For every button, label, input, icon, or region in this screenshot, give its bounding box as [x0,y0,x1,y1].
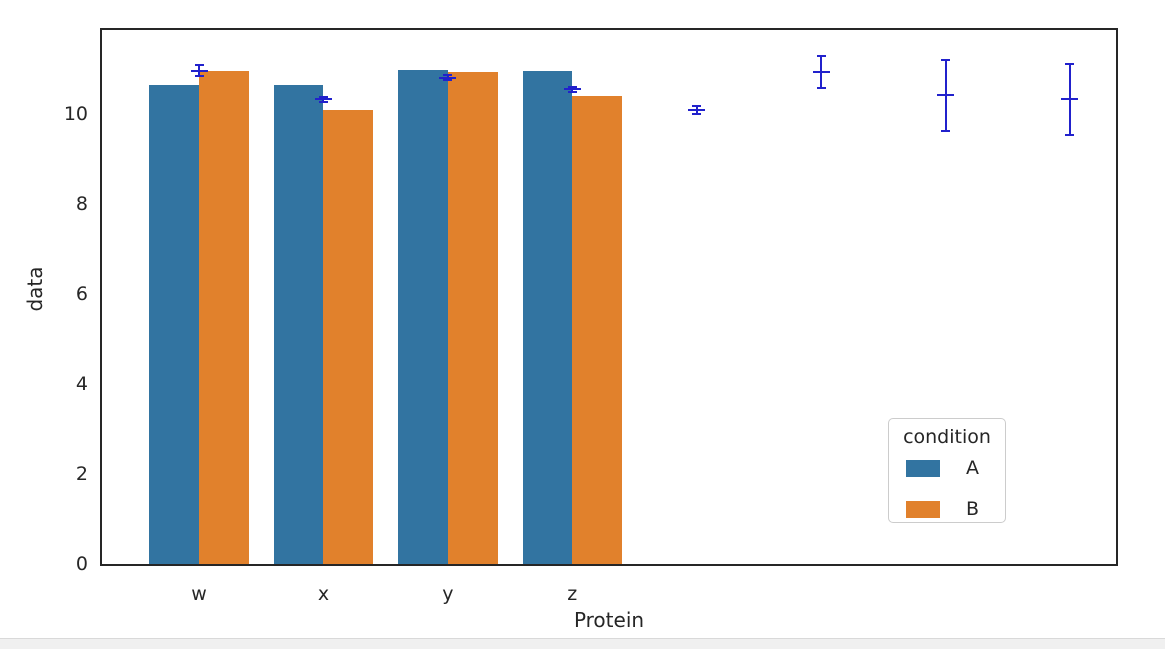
x-tick-y: y [442,583,454,605]
x-tick-w: w [191,583,207,605]
error-bar-slot-5 [812,55,830,90]
bar-w-B [199,70,249,564]
error-bar-cap-top [443,74,453,77]
error-bar-slot-6 [937,59,955,132]
y-tick-10: 10 [63,102,88,125]
y-tick-0: 0 [75,553,88,575]
error-bar-cap-top [567,85,577,88]
error-bar-cap-bottom [318,100,328,103]
y-tick-8: 8 [75,192,88,215]
legend-label-a: A [966,456,979,479]
bar-z-A [522,70,573,564]
error-bar-slot-2 [439,74,457,81]
error-bar-center-marker [190,69,208,72]
error-bar-center-marker [1061,97,1079,100]
error-bar-center-marker [563,87,581,90]
legend-entry-b: B [889,497,1005,520]
error-bar-slot-0 [190,64,208,77]
x-tick-z: z [567,583,578,605]
bar-x-B [323,109,374,564]
error-bar-cap-top [194,64,204,67]
error-bar-center-marker [812,70,830,73]
error-bar-center-marker [688,108,706,111]
y-tick-2: 2 [75,462,88,485]
legend-swatch-b [906,500,940,518]
x-tick-x: x [317,583,330,605]
error-bar-cap-bottom [567,90,577,93]
error-bar-cap-bottom [692,112,702,115]
legend-title: condition [903,426,991,448]
error-bar-cap-bottom [816,87,826,90]
bar-y-A [398,70,448,564]
error-bar-slot-1 [314,95,332,103]
error-bar-slot-4 [688,104,706,115]
legend-entry-a: A [889,456,1005,479]
legend-label-b: B [966,497,980,520]
legend-swatch-a [906,459,940,477]
bar-z-B [572,95,623,564]
horizontal-scrollbar-track[interactable] [0,638,1165,649]
error-bar-cap-bottom [443,78,453,81]
error-bar-center-marker [314,97,332,100]
error-bar-slot-3 [563,85,581,93]
error-bar-cap-top [941,59,951,62]
error-bar-center-marker [937,93,955,96]
bar-y-B [447,71,498,564]
y-tick-6: 6 [75,282,88,305]
legend: condition A B [888,418,1006,523]
error-bar-cap-bottom [941,129,951,132]
error-bar-slot-7 [1061,63,1079,136]
bar-x-A [273,85,324,564]
y-tick-4: 4 [75,372,88,395]
error-bar-cap-top [318,95,328,98]
error-bar-cap-top [692,104,702,107]
x-axis-label: Protein [573,608,645,632]
error-bar-cap-bottom [1065,133,1075,136]
error-bar-cap-bottom [194,74,204,77]
bar-w-A [149,84,200,564]
error-bar-cap-top [816,55,826,58]
error-bar-cap-top [1065,63,1075,66]
error-bar-center-marker [439,76,457,79]
